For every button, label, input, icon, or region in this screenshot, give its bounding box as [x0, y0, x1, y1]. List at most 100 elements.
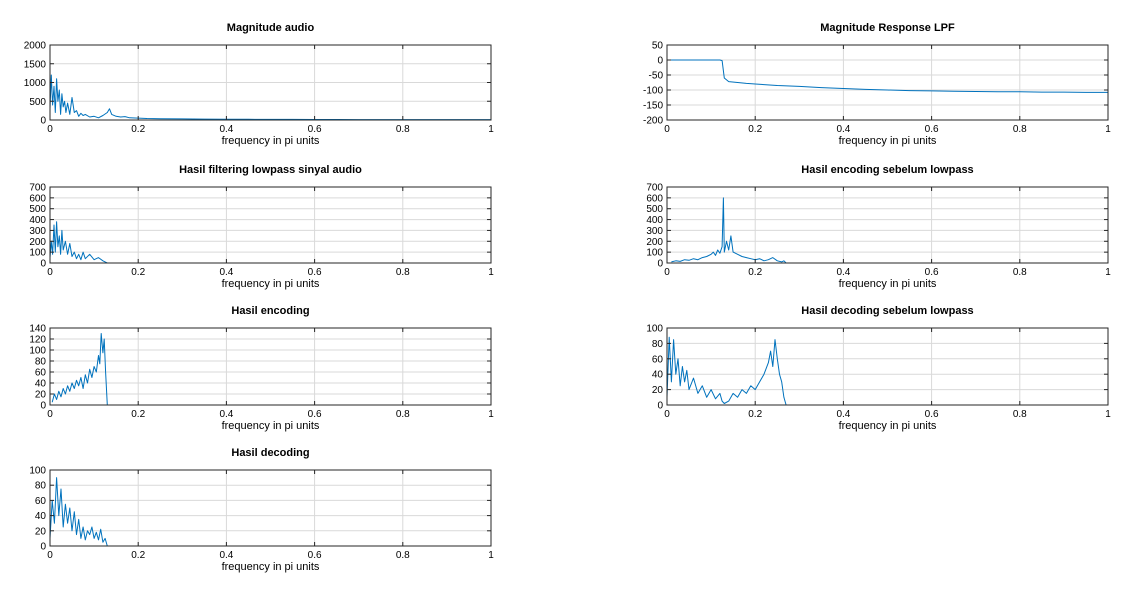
y-tick-label: 80: [35, 481, 47, 492]
series-line: [666, 336, 1108, 406]
y-tick-label: 120: [29, 335, 46, 346]
series-line: [49, 221, 491, 264]
x-axis-label: frequency in pi units: [839, 278, 937, 290]
y-tick-label: 60: [35, 368, 47, 379]
series-line: [49, 74, 491, 121]
subplot-6: 0 0.2 0.4 0.6 0.8 1 0 20 40 60 80 100 Hasil decoding…: [646, 305, 1111, 432]
axes-frame: [49, 469, 492, 547]
y-tick-label: -100: [643, 86, 663, 97]
x-tick-label: 0.4: [219, 267, 233, 278]
axes-frame: [666, 327, 1109, 406]
y-tick-label: 40: [35, 511, 47, 522]
x-tick-label: 0: [47, 550, 53, 561]
subplot-1: 0 0.2 0.4 0.6 0.8 1 0 500 1000 1500 2000 Magnitude …: [24, 22, 494, 147]
x-tick-label: 0.6: [308, 124, 322, 135]
y-tick-label: 500: [29, 97, 46, 108]
x-tick-label: 0: [664, 409, 670, 420]
y-tick-label: 20: [35, 390, 47, 401]
x-axis-label: frequency in pi units: [839, 135, 937, 147]
y-tick-label: 400: [29, 215, 46, 226]
y-tick-label: 1500: [24, 59, 47, 70]
y-tick-label: 100: [646, 324, 663, 335]
series-line: [49, 477, 491, 547]
x-tick-label: 0.8: [396, 550, 410, 561]
x-tick-label: 0.2: [748, 267, 762, 278]
x-tick-label: 0: [47, 267, 53, 278]
x-tick-label: 0.8: [396, 409, 410, 420]
x-tick-label: 0.6: [308, 409, 322, 420]
y-tick-label: 20: [652, 385, 664, 396]
chart-title: Magnitude Response LPF: [820, 22, 955, 34]
x-tick-label: 1: [1105, 124, 1111, 135]
x-tick-label: 0: [664, 267, 670, 278]
x-tick-label: 0: [664, 124, 670, 135]
chart-title: Hasil encoding: [231, 305, 309, 317]
y-tick-label: 300: [29, 226, 46, 237]
chart-title: Hasil decoding sebelum lowpass: [801, 305, 973, 317]
y-tick-label: 0: [40, 542, 46, 553]
y-tick-label: 60: [35, 496, 47, 507]
y-tick-label: 100: [29, 346, 46, 357]
x-tick-label: 0.6: [925, 124, 939, 135]
y-tick-label: 50: [652, 41, 664, 52]
series-line: [51, 333, 491, 406]
x-tick-label: 0.6: [308, 267, 322, 278]
y-tick-label: 0: [40, 259, 46, 270]
x-tick-label: 0.4: [836, 124, 850, 135]
y-tick-label: 500: [646, 204, 663, 215]
x-tick-label: 0.2: [131, 409, 145, 420]
y-tick-label: 0: [657, 259, 663, 270]
y-tick-label: 700: [646, 183, 663, 194]
x-tick-label: 1: [1105, 267, 1111, 278]
axes-frame: [666, 186, 1109, 264]
y-tick-label: -200: [643, 116, 663, 127]
x-tick-label: 0.6: [925, 409, 939, 420]
x-tick-label: 0.8: [1013, 124, 1027, 135]
x-tick-label: 1: [488, 409, 494, 420]
y-tick-label: 0: [40, 401, 46, 412]
y-tick-label: 80: [35, 357, 47, 368]
x-axis-label: frequency in pi units: [839, 420, 937, 432]
y-tick-label: 0: [40, 116, 46, 127]
x-tick-label: 0.2: [748, 409, 762, 420]
x-tick-label: 0.2: [131, 124, 145, 135]
chart-title: Magnitude audio: [227, 22, 315, 34]
y-tick-label: 1000: [24, 78, 47, 89]
x-tick-label: 1: [488, 550, 494, 561]
y-tick-label: 600: [29, 193, 46, 204]
x-tick-label: 0.4: [836, 409, 850, 420]
axes-frame: [49, 327, 492, 406]
y-tick-label: 60: [652, 354, 664, 365]
y-tick-label: 40: [35, 379, 47, 390]
x-tick-label: 0: [47, 409, 53, 420]
y-tick-label: 500: [29, 204, 46, 215]
y-tick-label: 80: [652, 339, 664, 350]
subplot-2: 0 0.2 0.4 0.6 0.8 1 -200 -150 -100 -50 0 50 Magnitud…: [643, 22, 1111, 147]
x-tick-label: 0.8: [1013, 409, 1027, 420]
x-tick-label: 0.8: [396, 267, 410, 278]
x-tick-label: 0.4: [219, 550, 233, 561]
subplot-7: 0 0.2 0.4 0.6 0.8 1 0 20 40 60 80 100 Hasil decoding…: [29, 447, 494, 573]
x-tick-label: 0.8: [1013, 267, 1027, 278]
x-tick-label: 0.2: [131, 267, 145, 278]
y-tick-label: 600: [646, 193, 663, 204]
x-axis-label: frequency in pi units: [222, 561, 320, 573]
y-tick-label: 400: [646, 215, 663, 226]
y-tick-label: 200: [646, 237, 663, 248]
x-tick-label: 0.6: [308, 550, 322, 561]
y-tick-label: 700: [29, 183, 46, 194]
x-tick-label: 0.2: [748, 124, 762, 135]
y-tick-label: 200: [29, 237, 46, 248]
y-tick-label: 0: [657, 401, 663, 412]
y-tick-label: 40: [652, 370, 664, 381]
y-tick-label: 100: [646, 248, 663, 259]
y-tick-label: 300: [646, 226, 663, 237]
x-tick-label: 1: [1105, 409, 1111, 420]
x-tick-label: 0: [47, 124, 53, 135]
axes-frame: [666, 44, 1109, 121]
axes-frame: [49, 186, 492, 264]
